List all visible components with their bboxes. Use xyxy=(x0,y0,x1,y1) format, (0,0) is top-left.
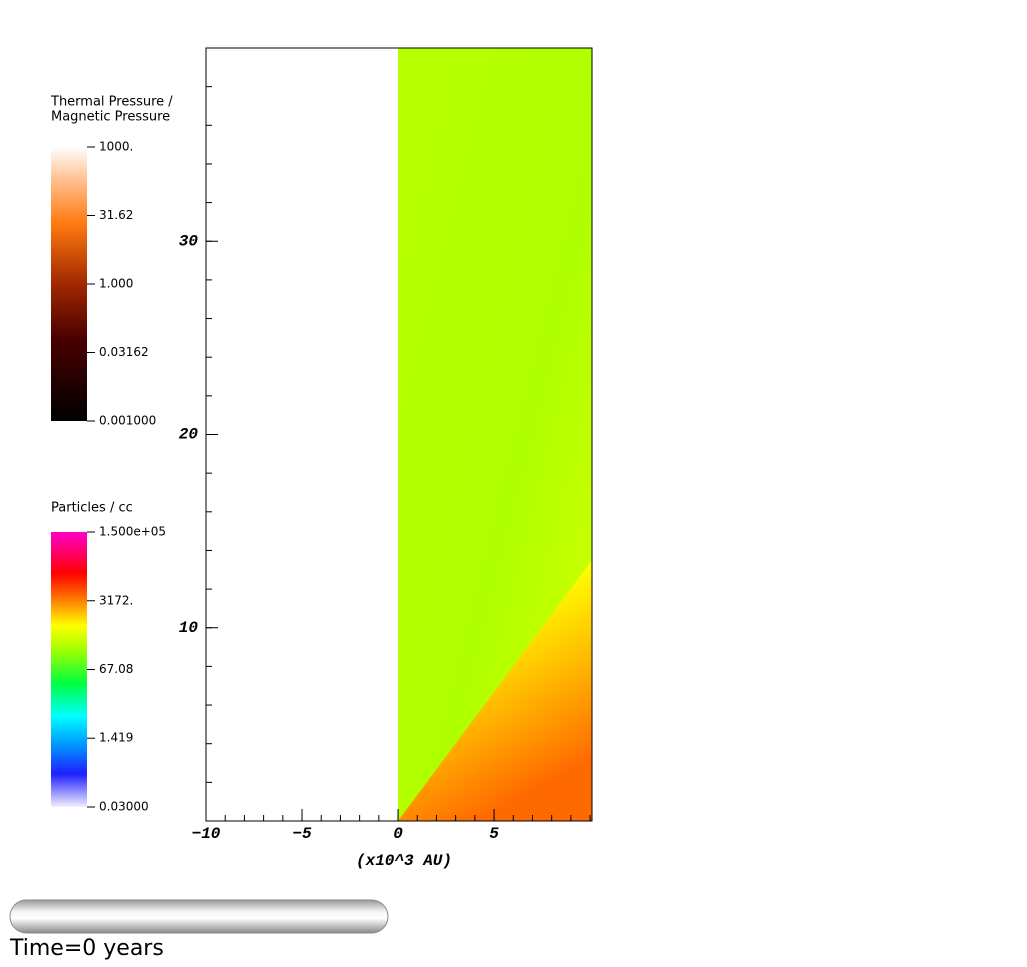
colorbar-title: Thermal Pressure / xyxy=(50,95,173,110)
colorbar-tick-label: 1000. xyxy=(99,140,133,154)
y-tick-label: 30 xyxy=(179,232,199,250)
colorbar-title: Particles / cc xyxy=(51,501,133,516)
colorbar-title: Magnetic Pressure xyxy=(51,110,170,125)
heatmap xyxy=(398,48,592,821)
colorbar xyxy=(51,147,87,421)
colorbar-tick-label: 1.000 xyxy=(99,277,133,291)
y-tick-label: 20 xyxy=(179,426,199,444)
colorbar-tick-label: 67.08 xyxy=(99,662,133,676)
x-axis-label: (x10^3 AU) xyxy=(356,852,452,870)
y-tick-label: 10 xyxy=(179,619,199,637)
colorbar-tick-label: 1.419 xyxy=(99,731,133,745)
colorbar xyxy=(51,532,87,807)
x-tick-label: −10 xyxy=(192,825,221,843)
colorbar-tick-label: 0.001000 xyxy=(99,414,156,428)
colorbar-tick-label: 0.03000 xyxy=(99,800,149,814)
colorbar-tick-label: 0.03162 xyxy=(99,345,149,359)
x-tick-label: 5 xyxy=(489,825,499,843)
field-hot-region xyxy=(398,560,592,821)
colorbar-tick-label: 3172. xyxy=(99,593,133,607)
x-tick-label: 0 xyxy=(393,825,403,843)
colorbar-tick-label: 31.62 xyxy=(99,208,133,222)
colorbar-tick-label: 1.500e+05 xyxy=(99,525,166,539)
x-tick-label: −5 xyxy=(292,825,312,843)
time-slider[interactable] xyxy=(9,899,389,934)
time-label: Time=0 years xyxy=(9,936,164,961)
